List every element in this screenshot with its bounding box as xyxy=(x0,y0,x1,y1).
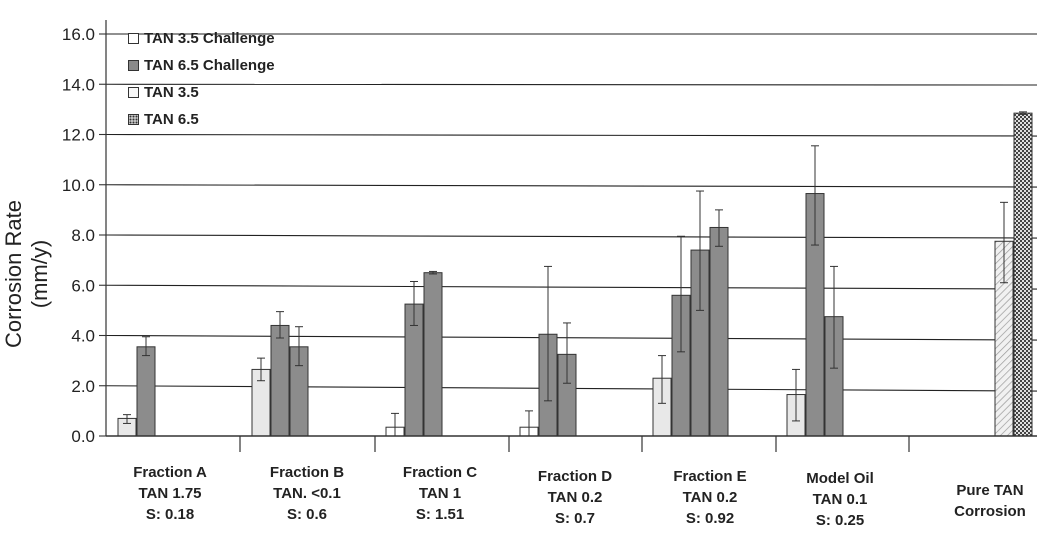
error-bars xyxy=(123,111,1027,437)
legend-label: TAN 6.5 xyxy=(144,111,199,128)
y-axis-label: Corrosion Rate (mm/y) xyxy=(1,200,52,348)
bar xyxy=(136,346,156,437)
legend-item: TAN 6.5 Challenge xyxy=(128,52,275,79)
category-label-line: Fraction E xyxy=(673,468,747,485)
category-label: Model Oil TAN 0.1 S: 0.25 xyxy=(775,468,905,531)
y-tick-label: 14.0 xyxy=(62,75,95,94)
category-separators xyxy=(239,436,910,452)
y-tick-label: 8.0 xyxy=(71,226,95,245)
category-label: Fraction C TAN 1 S: 1.51 xyxy=(375,462,505,525)
category-label-line: TAN 0.2 xyxy=(547,489,603,506)
legend-item: TAN 3.5 xyxy=(128,79,275,106)
category-label: Fraction A TAN 1.75 S: 0.18 xyxy=(105,462,235,525)
category-label-line: Corrosion xyxy=(954,503,1026,520)
category-label: Fraction E TAN 0.2 S: 0.92 xyxy=(645,466,775,529)
category-label-line: TAN 1.75 xyxy=(138,485,202,502)
category-label-line: S: 0.18 xyxy=(145,506,195,523)
legend-swatch xyxy=(128,87,139,98)
category-label-line: S: 0.92 xyxy=(685,510,735,527)
legend-label: TAN 3.5 xyxy=(144,84,199,101)
category-label-line: S: 1.51 xyxy=(415,506,465,523)
category-label: Pure TAN Corrosion xyxy=(925,480,1037,522)
category-label-line: Fraction C xyxy=(402,464,478,481)
category-label-line: Fraction B xyxy=(269,464,345,481)
y-tick-label: 0.0 xyxy=(71,427,95,446)
legend-swatch xyxy=(128,60,139,71)
y-tick-label: 12.0 xyxy=(62,126,95,145)
category-label-line: S: 0.6 xyxy=(286,506,328,523)
gridline xyxy=(105,133,1037,137)
bar xyxy=(270,324,290,437)
bar xyxy=(1013,112,1033,437)
y-tick-label: 4.0 xyxy=(71,327,95,346)
bar xyxy=(423,272,443,437)
legend: TAN 3.5 Challenge TAN 6.5 Challenge TAN … xyxy=(128,25,275,133)
y-tick-label: 2.0 xyxy=(71,377,95,396)
gridline xyxy=(105,83,1037,86)
y-tick-label: 10.0 xyxy=(62,176,95,195)
category-label: Fraction B TAN. <0.1 S: 0.6 xyxy=(242,462,372,525)
category-label-line: Model Oil xyxy=(806,470,874,487)
category-label-line: TAN 1 xyxy=(418,485,462,502)
legend-item: TAN 3.5 Challenge xyxy=(128,25,275,52)
legend-swatch xyxy=(128,114,139,125)
category-label-line: S: 0.25 xyxy=(815,512,865,529)
category-label-line: Pure TAN xyxy=(956,482,1024,499)
y-tick-label: 16.0 xyxy=(62,25,95,44)
category-label-line: TAN. <0.1 xyxy=(273,485,341,502)
bar-series xyxy=(117,112,1033,437)
legend-label: TAN 6.5 Challenge xyxy=(144,57,275,74)
category-label-line: Fraction A xyxy=(133,464,207,481)
category-label-line: TAN 0.2 xyxy=(682,489,738,506)
category-label: Fraction D TAN 0.2 S: 0.7 xyxy=(510,466,640,529)
gridline xyxy=(105,284,1037,290)
legend-swatch xyxy=(128,33,139,44)
legend-item: TAN 6.5 xyxy=(128,106,275,133)
y-tick-labels: 0.0 2.0 4.0 6.0 8.0 10.0 12.0 14.0 16.0 xyxy=(62,20,107,446)
gridline xyxy=(105,184,1037,188)
gridline xyxy=(105,234,1037,239)
bar xyxy=(709,226,729,437)
category-label-line: S: 0.7 xyxy=(554,510,596,527)
category-label-line: Fraction D xyxy=(537,468,613,485)
gridline xyxy=(105,334,1037,341)
legend-label: TAN 3.5 Challenge xyxy=(144,30,275,47)
y-tick-label: 6.0 xyxy=(71,276,95,295)
gridlines xyxy=(105,33,1037,392)
category-label-line: TAN 0.1 xyxy=(812,491,868,508)
